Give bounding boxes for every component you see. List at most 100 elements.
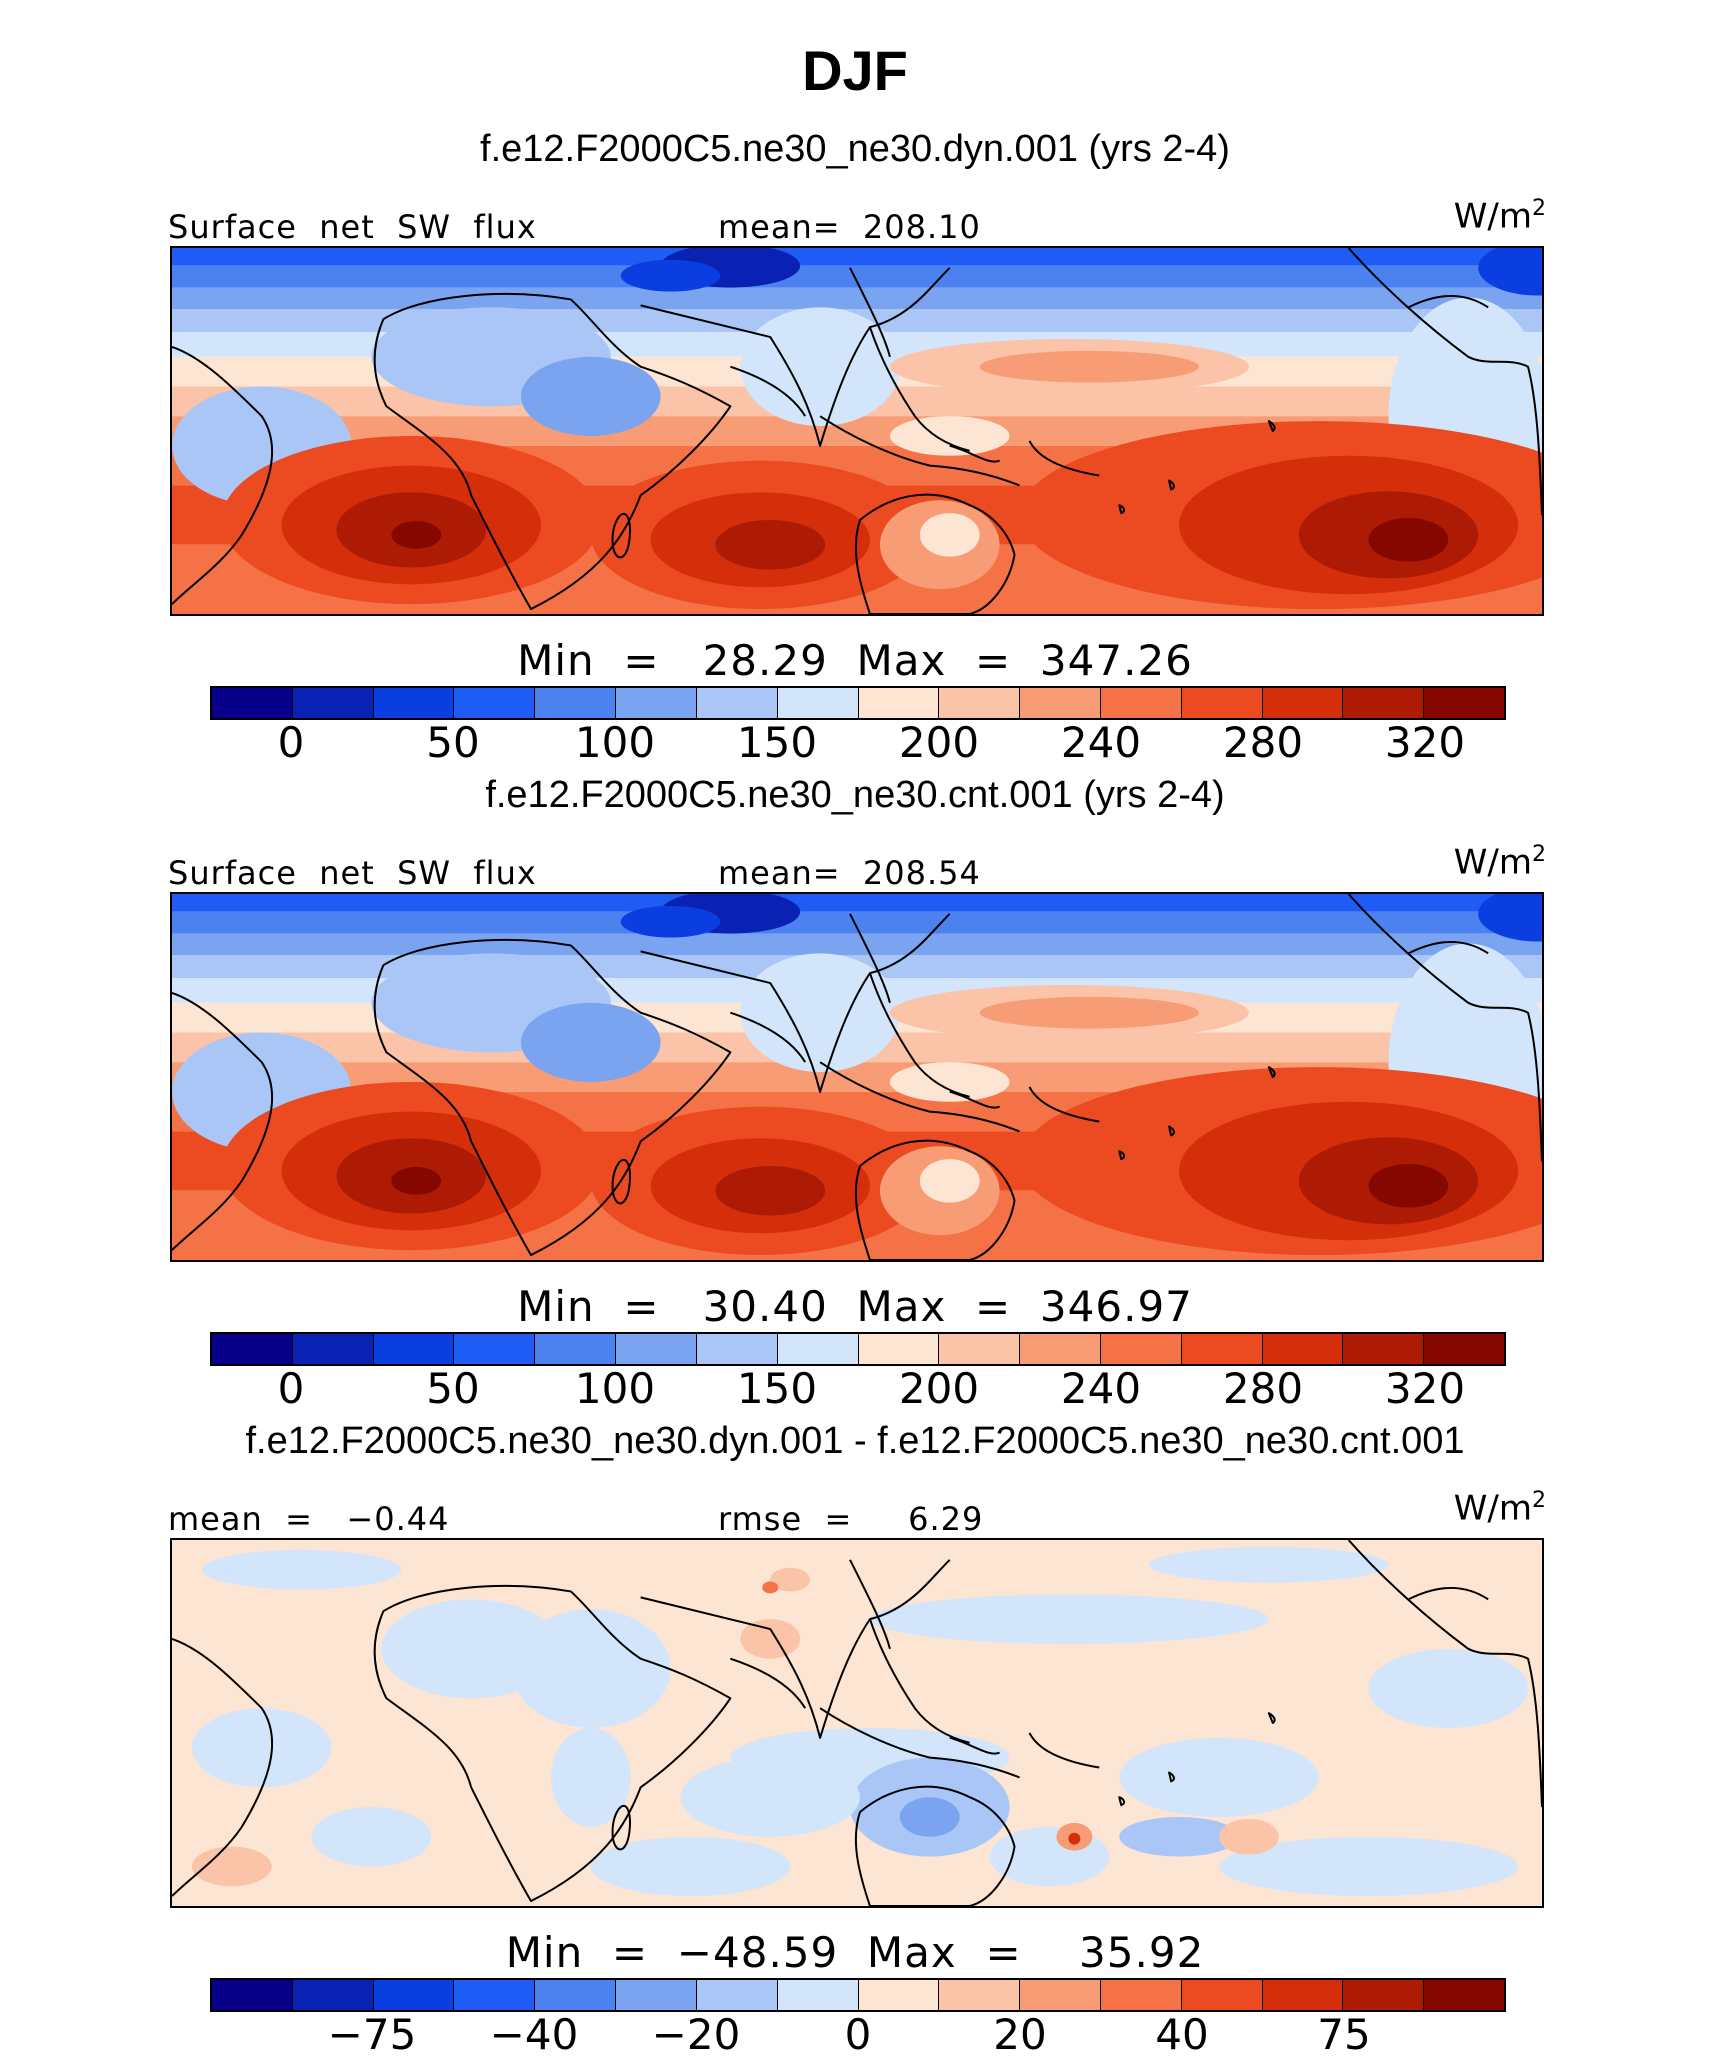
colorbar-swatch — [616, 688, 697, 718]
colorbar-tick-label: 20 — [993, 2010, 1047, 2059]
colorbar-tick-label: 150 — [736, 1364, 818, 1413]
coastline — [172, 1637, 274, 1897]
panel-2-colorbar-ticks: 0 50 100 150 200 240 280 320 — [0, 1364, 1710, 1424]
colorbar-swatch — [1100, 1980, 1182, 2010]
colorbar-swatch — [858, 1980, 940, 2010]
colorbar-tick-label: 200 — [898, 718, 980, 767]
field-contour — [1119, 1737, 1319, 1817]
colorbar-swatch — [616, 1980, 697, 2010]
field-contour — [1218, 1818, 1279, 1855]
colorbar-tick-label: 0 — [277, 718, 305, 767]
colorbar-tick-label: 150 — [736, 718, 818, 767]
colorbar-swatch — [1020, 1980, 1101, 2010]
field-band — [172, 248, 1542, 266]
field-contour — [191, 1708, 332, 1788]
field-band — [172, 933, 1542, 956]
panel-3-minmax: Min = −48.59 Max = 35.92 — [505, 1928, 1205, 1977]
field-contour — [869, 1594, 1269, 1644]
coastline — [730, 1657, 807, 1709]
colorbar-swatch — [454, 688, 536, 718]
colorbar-swatch — [858, 688, 940, 718]
field-band — [172, 911, 1542, 934]
colorbar-swatch — [696, 1980, 778, 2010]
colorbar-tick-label: 50 — [426, 718, 480, 767]
panel-2-minmax: Min = 30.40 Max = 346.97 — [517, 1282, 1193, 1331]
field-contour — [889, 1062, 1010, 1102]
colorbar-swatch — [373, 1980, 455, 2010]
colorbar-tick-label: 200 — [898, 1364, 980, 1413]
coastline — [640, 267, 951, 447]
panel-3-colorbar — [210, 1978, 1506, 2012]
coastline — [730, 1011, 807, 1063]
field-contour — [740, 953, 900, 1073]
coastline — [854, 493, 1016, 614]
panel-1-colorbar-ticks: 0 50 100 150 200 240 280 320 — [0, 718, 1710, 778]
panel-1-mean-label: mean= 208.10 — [718, 208, 981, 246]
field-contour — [770, 1567, 811, 1592]
coastline — [1168, 1771, 1175, 1783]
colorbar-swatch — [696, 1334, 778, 1364]
field-contour — [715, 1166, 826, 1216]
colorbar-tick-label: −40 — [489, 2010, 579, 2059]
colorbar-tick-label: 100 — [574, 718, 656, 767]
colorbar-swatch — [292, 1334, 374, 1364]
colorbar-swatch — [1262, 1334, 1344, 1364]
coastline — [611, 512, 631, 559]
coastline — [172, 991, 274, 1251]
panel-2-map — [170, 892, 1544, 1262]
field-contour — [550, 1727, 631, 1827]
field-contour — [1478, 894, 1542, 942]
field-contour — [979, 350, 1200, 383]
colorbar-swatch — [212, 1334, 293, 1364]
coastline — [1028, 1732, 1100, 1769]
coastline — [949, 1090, 1001, 1109]
field-contour — [1149, 1546, 1389, 1583]
coastline — [1028, 1086, 1100, 1123]
panel-2-unit: W/m2 — [1453, 842, 1546, 883]
field-contour — [1119, 1816, 1239, 1857]
colorbar-tick-label: 280 — [1222, 718, 1304, 767]
colorbar-swatch — [1181, 1334, 1263, 1364]
coastline — [849, 1559, 891, 1650]
coastline — [819, 415, 1020, 487]
colorbar-tick-label: 320 — [1384, 718, 1466, 767]
panel-3-unit: W/m2 — [1453, 1488, 1546, 1529]
colorbar-swatch — [777, 688, 859, 718]
field-contour — [201, 1549, 402, 1590]
panel-2-variable-label: Surface net SW flux — [168, 854, 537, 892]
panel-3-map-svg — [172, 1540, 1542, 1906]
coastline — [1028, 440, 1100, 477]
panel-2-map-svg — [172, 894, 1542, 1260]
colorbar-tick-label: 0 — [277, 1364, 305, 1413]
figure-title: DJF — [802, 39, 908, 102]
colorbar-tick-label: 240 — [1060, 718, 1142, 767]
field-contour — [1478, 248, 1542, 296]
coastline — [854, 1139, 1016, 1260]
field-contour — [715, 520, 826, 570]
field-contour — [620, 905, 721, 938]
field-contour — [1368, 1164, 1449, 1208]
coastline — [730, 365, 807, 417]
colorbar-tick-label: 280 — [1222, 1364, 1304, 1413]
colorbar-swatch — [373, 1334, 455, 1364]
field-contour — [919, 513, 980, 557]
coastline — [869, 972, 970, 1098]
field-contour — [620, 259, 721, 292]
colorbar-swatch — [1262, 1980, 1344, 2010]
field-band — [172, 894, 1542, 912]
coastline — [373, 293, 732, 611]
coastline — [819, 1707, 1020, 1779]
field-contour — [1368, 1648, 1529, 1728]
panel-2-case-title: f.e12.F2000C5.ne30_ne30.cnt.001 (yrs 2-4… — [485, 774, 1225, 816]
colorbar-swatch — [454, 1334, 536, 1364]
panel-2-colorbar — [210, 1332, 1506, 1366]
coastline — [373, 1585, 732, 1903]
colorbar-swatch — [1343, 1980, 1425, 2010]
colorbar-swatch — [1181, 688, 1263, 718]
coastline — [1347, 1540, 1542, 1808]
coastline — [949, 444, 1001, 463]
coastline — [640, 1559, 951, 1739]
coastline — [611, 1804, 631, 1851]
panel-3-mean-label: mean = −0.44 — [168, 1500, 450, 1538]
coastline — [373, 939, 732, 1257]
